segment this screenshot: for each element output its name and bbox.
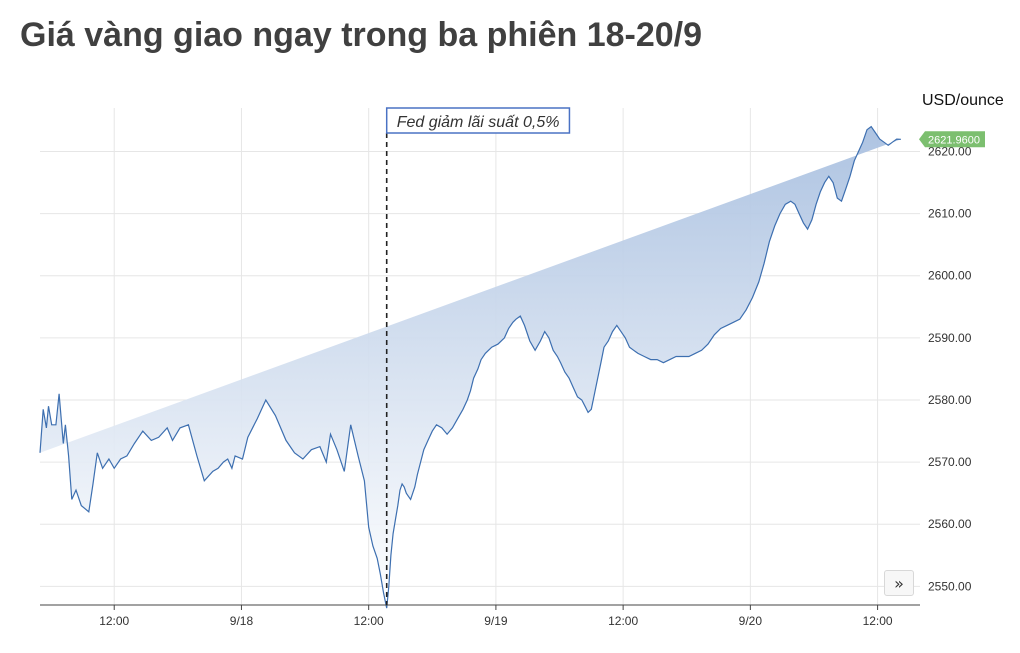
y-tick-label: 2590.00 <box>928 331 972 345</box>
x-axis-ticks: 12:00 9/18 12:00 9/19 12:00 9/20 12:00 <box>99 605 893 628</box>
x-tick-label: 12:00 <box>99 614 129 628</box>
double-chevron-right-icon: » <box>894 573 904 593</box>
chart-title: Giá vàng giao ngay trong ba phiên 18-20/… <box>20 16 703 54</box>
price-area-fill <box>40 126 901 609</box>
x-tick-label: 9/18 <box>230 614 254 628</box>
annotation-text: Fed giảm lãi suất 0,5% <box>397 114 560 131</box>
x-tick-label: 12:00 <box>863 614 893 628</box>
y-tick-label: 2600.00 <box>928 269 972 283</box>
x-tick-label: 9/20 <box>739 614 763 628</box>
y-tick-label: 2560.00 <box>928 517 972 531</box>
y-axis-unit-label: USD/ounce <box>922 92 1004 109</box>
last-value-label: 2621.9600 <box>928 134 980 146</box>
x-tick-label: 9/19 <box>484 614 508 628</box>
x-tick-label: 12:00 <box>608 614 638 628</box>
y-axis-ticks: 2550.00 2560.00 2570.00 2580.00 2590.00 2600.… <box>928 144 972 593</box>
annotation-box <box>385 107 571 134</box>
y-tick-label: 2620.00 <box>928 144 972 158</box>
price-line <box>39 125 901 609</box>
last-value-badge <box>919 131 985 148</box>
y-tick-label: 2580.00 <box>928 393 972 407</box>
fed-annotation: Fed giảm lãi suất 0,5% <box>385 107 571 605</box>
y-tick-label: 2550.00 <box>928 579 972 593</box>
y-tick-label: 2610.00 <box>928 207 972 221</box>
y-tick-label: 2570.00 <box>928 455 972 469</box>
scroll-right-button[interactable]: » <box>884 570 914 596</box>
x-tick-label: 12:00 <box>354 614 384 628</box>
last-value-marker: 2621.9600 <box>919 131 985 148</box>
